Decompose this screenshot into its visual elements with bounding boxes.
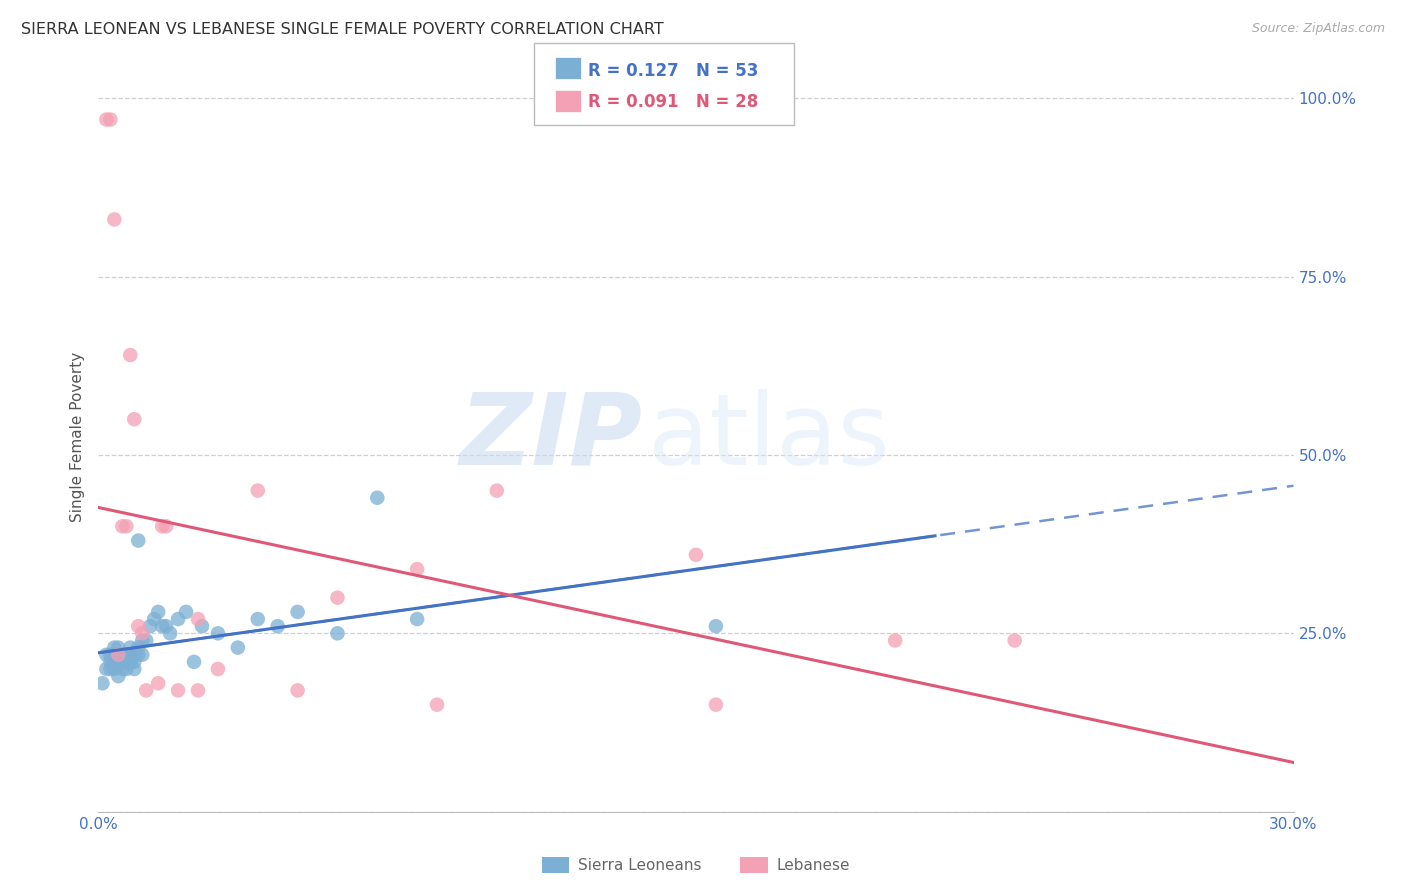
Point xyxy=(115,662,138,676)
Point xyxy=(120,640,142,655)
Point xyxy=(426,698,449,712)
Text: R = 0.127   N = 53: R = 0.127 N = 53 xyxy=(588,62,758,79)
Text: ZIP: ZIP xyxy=(460,389,643,485)
Text: atlas: atlas xyxy=(648,389,890,485)
Point xyxy=(148,676,170,690)
Point xyxy=(326,626,349,640)
Y-axis label: Single Female Poverty: Single Female Poverty xyxy=(70,352,86,522)
Point xyxy=(704,698,727,712)
Point xyxy=(124,662,146,676)
Point xyxy=(96,648,118,662)
Point xyxy=(103,655,125,669)
Point xyxy=(98,655,122,669)
Point xyxy=(167,683,190,698)
Point xyxy=(96,662,118,676)
Point xyxy=(187,683,209,698)
Point xyxy=(103,212,125,227)
Point xyxy=(287,605,309,619)
Point xyxy=(124,648,146,662)
Point xyxy=(107,648,129,662)
Point xyxy=(115,648,138,662)
Point xyxy=(98,662,122,676)
Point xyxy=(111,648,134,662)
Point xyxy=(103,640,125,655)
Point xyxy=(246,612,269,626)
Point xyxy=(150,519,173,533)
Point xyxy=(96,112,118,127)
Point xyxy=(127,533,149,548)
Point xyxy=(366,491,388,505)
Point xyxy=(98,112,122,127)
Point xyxy=(139,619,162,633)
Point xyxy=(120,648,142,662)
Point xyxy=(267,619,290,633)
Point xyxy=(159,626,181,640)
Point xyxy=(107,648,129,662)
Point xyxy=(406,562,429,576)
Point xyxy=(124,655,146,669)
Point xyxy=(107,648,129,662)
Point xyxy=(127,619,149,633)
Point xyxy=(131,633,153,648)
Point xyxy=(91,676,114,690)
Point xyxy=(155,619,177,633)
Point xyxy=(187,612,209,626)
Text: SIERRA LEONEAN VS LEBANESE SINGLE FEMALE POVERTY CORRELATION CHART: SIERRA LEONEAN VS LEBANESE SINGLE FEMALE… xyxy=(21,22,664,37)
Point xyxy=(127,648,149,662)
Point xyxy=(115,519,138,533)
Point xyxy=(167,612,190,626)
Point xyxy=(111,655,134,669)
Point xyxy=(685,548,707,562)
Point xyxy=(884,633,907,648)
Point xyxy=(131,648,153,662)
Point xyxy=(120,348,142,362)
Text: Source: ZipAtlas.com: Source: ZipAtlas.com xyxy=(1251,22,1385,36)
Point xyxy=(107,655,129,669)
Point xyxy=(183,655,205,669)
Point xyxy=(246,483,269,498)
Point xyxy=(107,669,129,683)
Point xyxy=(191,619,214,633)
Point xyxy=(124,412,146,426)
Point xyxy=(207,662,229,676)
Point xyxy=(150,619,173,633)
Point xyxy=(143,612,166,626)
Point xyxy=(111,662,134,676)
Point xyxy=(326,591,349,605)
Point xyxy=(174,605,197,619)
Point xyxy=(135,683,157,698)
Legend: Sierra Leoneans, Lebanese: Sierra Leoneans, Lebanese xyxy=(536,851,856,879)
Point xyxy=(120,655,142,669)
Point xyxy=(207,626,229,640)
Point xyxy=(704,619,727,633)
Point xyxy=(131,626,153,640)
Point xyxy=(135,633,157,648)
Point xyxy=(120,655,142,669)
Point xyxy=(98,648,122,662)
Point xyxy=(155,519,177,533)
Point xyxy=(111,519,134,533)
Point xyxy=(406,612,429,626)
Point xyxy=(226,640,249,655)
Point xyxy=(103,662,125,676)
Text: R = 0.091   N = 28: R = 0.091 N = 28 xyxy=(588,93,758,112)
Point xyxy=(485,483,508,498)
Point xyxy=(148,605,170,619)
Point xyxy=(107,640,129,655)
Point xyxy=(287,683,309,698)
Point xyxy=(115,655,138,669)
Point xyxy=(127,640,149,655)
Point xyxy=(103,648,125,662)
Point xyxy=(1004,633,1026,648)
